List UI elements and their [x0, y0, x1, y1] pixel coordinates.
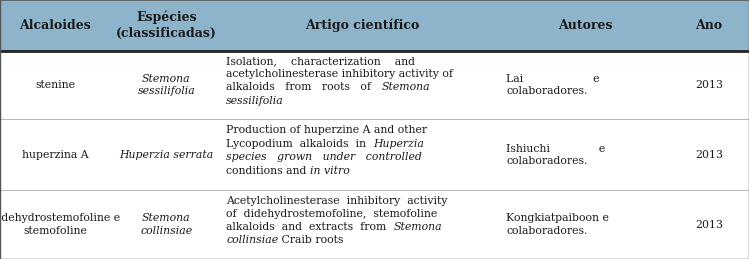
Text: Lai                    e
colaboradores.: Lai e colaboradores. — [506, 74, 600, 96]
Text: Acetylcholinesterase  inhibitory  activity: Acetylcholinesterase inhibitory activity — [226, 196, 448, 206]
Text: 2013: 2013 — [695, 150, 723, 160]
Text: 2013: 2013 — [695, 220, 723, 230]
Text: acetylcholinesterase inhibitory activity of: acetylcholinesterase inhibitory activity… — [226, 69, 453, 79]
Text: Production of huperzine A and other: Production of huperzine A and other — [226, 125, 428, 135]
Text: Lycopodium  alkaloids  in: Lycopodium alkaloids in — [226, 139, 373, 148]
Text: conditions and: conditions and — [226, 166, 310, 176]
Text: Ano: Ano — [695, 19, 723, 32]
Text: Ishiuchi              e
colaboradores.: Ishiuchi e colaboradores. — [506, 143, 606, 166]
Text: alkaloids   from   roots   of: alkaloids from roots of — [226, 82, 382, 92]
Bar — [0, 119, 749, 190]
Bar — [0, 190, 749, 259]
Text: Espécies
(classificadas): Espécies (classificadas) — [116, 11, 216, 40]
Text: Huperzia: Huperzia — [373, 139, 424, 148]
Text: of  didehydrostemofoline,  stemofoline: of didehydrostemofoline, stemofoline — [226, 209, 437, 219]
Text: Stemona: Stemona — [382, 82, 431, 92]
Text: Huperzia serrata: Huperzia serrata — [119, 150, 213, 160]
Text: stenine: stenine — [35, 80, 76, 90]
Text: Stemona: Stemona — [393, 222, 442, 232]
Text: Kongkiatpaiboon e
colaboradores.: Kongkiatpaiboon e colaboradores. — [506, 213, 609, 236]
Text: 2013: 2013 — [695, 80, 723, 90]
Text: Isolation,    characterization    and: Isolation, characterization and — [226, 56, 415, 66]
Text: sessilifolia: sessilifolia — [226, 96, 284, 106]
Text: Craib roots: Craib roots — [279, 235, 344, 246]
Text: Stemona
sessilifolia: Stemona sessilifolia — [137, 74, 195, 96]
Text: huperzina A: huperzina A — [22, 150, 88, 160]
Text: collinsiae: collinsiae — [226, 235, 279, 246]
Text: Artigo científico: Artigo científico — [305, 18, 419, 32]
Text: in vitro: in vitro — [310, 166, 350, 176]
Text: Autores: Autores — [559, 19, 613, 32]
Text: didehydrostemofoline e
stemofoline: didehydrostemofoline e stemofoline — [0, 213, 120, 236]
Text: alkaloids  and  extracts  from: alkaloids and extracts from — [226, 222, 393, 232]
Text: species   grown   under   controlled: species grown under controlled — [226, 152, 422, 162]
Bar — [0, 0, 749, 51]
Text: Stemona
collinsiae: Stemona collinsiae — [140, 213, 192, 236]
Bar — [0, 51, 749, 119]
Text: Alcaloides: Alcaloides — [19, 19, 91, 32]
